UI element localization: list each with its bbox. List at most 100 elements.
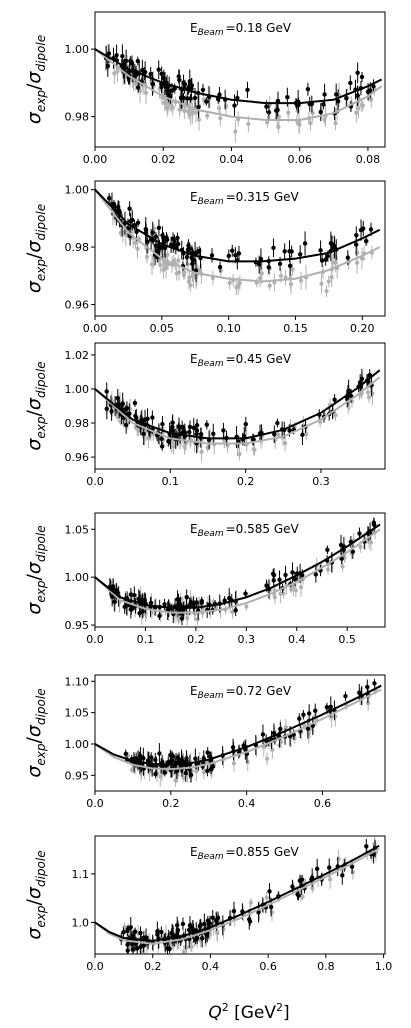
data-point	[157, 751, 162, 756]
data-point	[128, 218, 133, 224]
data-point	[135, 946, 140, 951]
x-tick-label: 0.2	[237, 475, 255, 488]
data-point	[202, 921, 207, 927]
data-point	[365, 684, 370, 690]
x-tick-label: 0.0	[86, 633, 104, 646]
model-point	[298, 278, 304, 283]
data-point	[176, 424, 182, 430]
data-point	[168, 242, 174, 248]
x-tick-label: 0.2	[144, 960, 162, 973]
model-point	[237, 451, 242, 457]
data-point	[290, 884, 295, 889]
data-point	[179, 616, 185, 621]
fit-curve-fit	[95, 844, 380, 942]
data-point	[204, 422, 210, 427]
x-tick-label: 0.6	[314, 797, 332, 810]
data-point	[148, 71, 153, 77]
model-point	[366, 701, 371, 706]
model-point	[281, 591, 286, 596]
model-point	[319, 281, 324, 286]
model-point	[340, 564, 345, 569]
model-point	[218, 268, 224, 273]
y-tick-label: 1.00	[65, 383, 90, 396]
y-axis-label: σexp/σdipole	[23, 525, 48, 614]
data-point	[162, 770, 167, 775]
model-point	[326, 279, 331, 284]
model-point	[216, 106, 222, 111]
model-point	[292, 736, 297, 741]
model-point	[234, 285, 239, 290]
data-point	[363, 238, 369, 244]
data-point	[105, 63, 111, 69]
model-point	[265, 120, 270, 125]
data-point	[271, 730, 277, 736]
axes-frame	[94, 342, 386, 470]
x-tick-label: 0.5	[338, 633, 356, 646]
model-point	[278, 591, 283, 596]
axes-frame	[94, 180, 386, 317]
model-point	[227, 280, 232, 286]
data-point	[232, 103, 237, 108]
model-point	[218, 116, 223, 121]
data-point	[230, 248, 235, 253]
data-point	[372, 681, 377, 686]
data-point	[332, 397, 337, 402]
x-tick-label: 0.6	[259, 960, 277, 973]
panel-1: 0.00 0.02 0.04 0.06 0.08 0.98 1.00 EBeam =0.18 G…	[23, 11, 386, 166]
data-point	[271, 245, 276, 251]
y-tick-label: 1.02	[65, 349, 90, 362]
data-point	[266, 110, 272, 115]
data-point	[128, 592, 134, 597]
fit-curve-fit-2	[95, 188, 381, 283]
data-point	[260, 732, 266, 737]
axes-frame	[94, 835, 386, 955]
data-point	[233, 252, 238, 258]
data-point	[149, 755, 154, 760]
data-point	[282, 249, 287, 254]
data-point	[274, 108, 279, 113]
data-point	[182, 82, 188, 87]
beam-energy-label: EBeam =0.72 GeV	[190, 684, 292, 701]
y-tick-label: 0.98	[65, 111, 90, 124]
x-tick-label: 0.15	[283, 322, 308, 335]
model-point	[173, 778, 178, 783]
data-point	[123, 751, 129, 757]
data-point	[197, 923, 203, 929]
model-point	[194, 769, 199, 774]
panel-4: 0.0 0.1 0.2 0.3 0.4 0.5 0.95 1.00 1.05 EBeam =0.58…	[23, 512, 386, 646]
model-point	[369, 97, 374, 102]
y-tick-label: 0.95	[65, 769, 90, 782]
y-tick-label: 1.00	[65, 43, 90, 56]
data-point	[104, 406, 109, 412]
data-point	[256, 262, 262, 267]
data-point	[175, 927, 181, 933]
data-point	[141, 431, 146, 437]
model-point	[283, 725, 288, 730]
data-point	[204, 933, 210, 938]
data-point	[215, 915, 221, 921]
x-tick-label: 0.4	[202, 960, 220, 973]
data-point	[190, 927, 195, 932]
model-point	[187, 111, 192, 117]
model-point	[354, 110, 359, 115]
data-point	[159, 71, 164, 76]
model-point	[367, 539, 372, 545]
model-point	[181, 949, 186, 954]
data-point	[128, 58, 133, 64]
model-point	[146, 435, 151, 440]
data-point	[328, 704, 333, 709]
model-point	[276, 432, 281, 437]
data-point	[104, 389, 109, 394]
y-tick-label: 1.05	[65, 523, 90, 536]
data-point	[187, 424, 193, 430]
data-point	[361, 226, 366, 231]
data-point	[157, 245, 163, 251]
fit-curve-fit	[95, 523, 381, 609]
data-point	[318, 109, 323, 115]
data-point	[148, 600, 154, 606]
beam-energy-label: EBeam =0.45 GeV	[190, 352, 292, 369]
model-point	[221, 927, 226, 932]
x-axis-label-main: Q	[208, 1003, 221, 1023]
data-point	[217, 264, 223, 270]
model-point	[283, 441, 288, 446]
